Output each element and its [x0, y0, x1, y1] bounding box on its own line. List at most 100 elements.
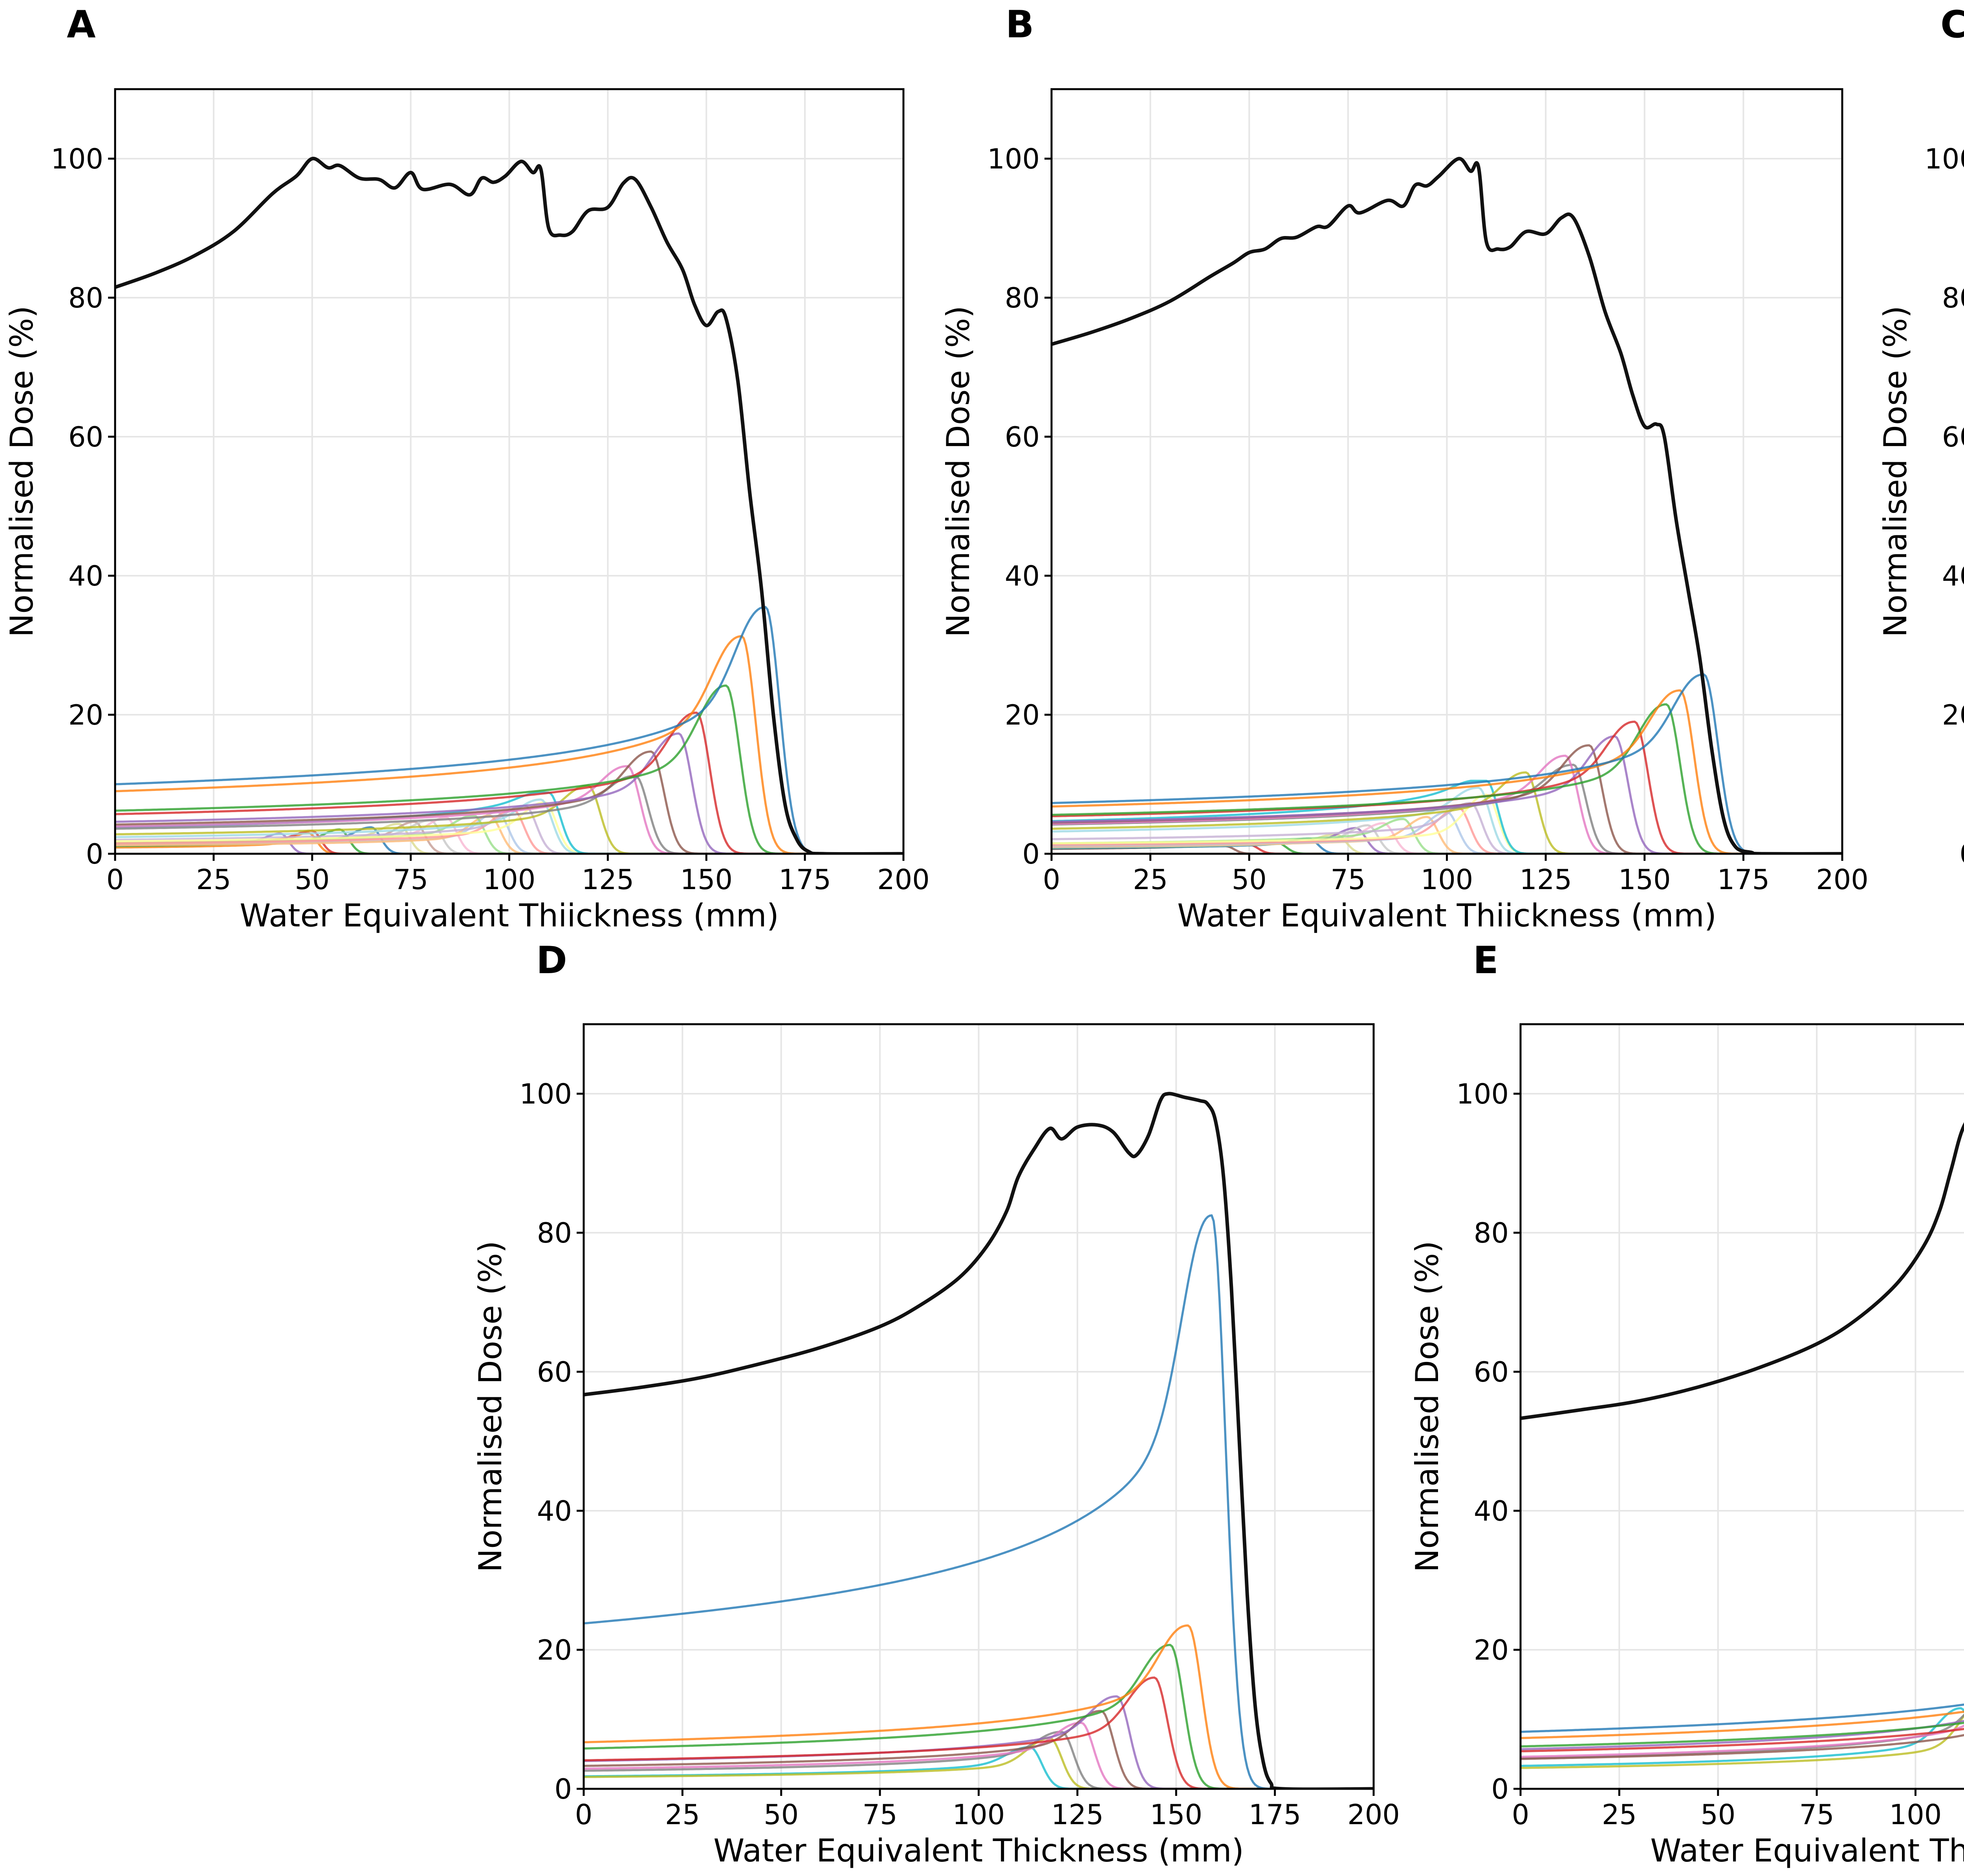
plot-area [584, 1092, 1374, 1789]
component-curve [584, 1731, 1354, 1789]
x-tick-label: 25 [196, 864, 231, 896]
plot-area [1521, 1122, 1964, 1769]
y-tick-label: 80 [68, 282, 103, 314]
x-tick-label: 75 [1799, 1799, 1834, 1831]
total-dose-curve [584, 1092, 1374, 1789]
x-axis-label: Water Equivalent Thiickness (mm) [1177, 897, 1717, 934]
panel-B: B0 25 50 75 100 125 150 175 200020406080100Water… [940, 3, 1869, 934]
x-tick-label: 175 [1249, 1799, 1301, 1831]
component-curve [584, 1624, 1354, 1789]
component-curve [115, 805, 884, 854]
x-tick-label: 50 [764, 1799, 799, 1831]
y-tick-label: 100 [987, 143, 1040, 175]
x-tick-label: 25 [1133, 864, 1168, 896]
plot-area [115, 157, 903, 854]
y-tick-label: 80 [1005, 282, 1040, 314]
component-curve [115, 775, 884, 854]
x-tick-label: 125 [582, 864, 634, 896]
y-tick-label: 80 [1474, 1217, 1509, 1249]
x-tick-label: 175 [1717, 864, 1770, 896]
y-tick-label: 60 [1474, 1356, 1509, 1388]
y-tick-label: 100 [1456, 1078, 1509, 1110]
y-tick-label: 40 [68, 560, 103, 592]
x-tick-label: 100 [1421, 864, 1473, 896]
component-curve [115, 832, 884, 854]
y-tick-label: 60 [1005, 421, 1040, 453]
y-tick-label: 60 [1942, 421, 1964, 453]
x-tick-label: 200 [1347, 1799, 1400, 1831]
x-tick-label: 25 [665, 1799, 700, 1831]
component-curve [1521, 1728, 1964, 1753]
component-curve [1521, 1734, 1964, 1760]
y-tick-label: 40 [1942, 560, 1964, 592]
component-curve [115, 798, 884, 854]
grid [114, 89, 904, 855]
component-curve [584, 1677, 1354, 1789]
component-curve [115, 635, 884, 854]
panel-letter: E [1473, 939, 1499, 982]
y-tick-label: 20 [1005, 699, 1040, 731]
axes-frame [1519, 1023, 1964, 1790]
x-axis-label: Water Equivalent Thickness (mm) [1650, 1832, 1964, 1869]
panel-E: E0255075100125150175200020406080100Water… [1409, 939, 1964, 1869]
x-axis-label: Water Equivalent Thiickness (mm) [240, 897, 779, 934]
component-curve [1521, 1703, 1964, 1733]
grid [1520, 1024, 1964, 1790]
y-tick-label: 20 [537, 1634, 572, 1666]
panel-C: C0255075100125150175200020406080100Water… [1877, 3, 1964, 870]
grid [1051, 89, 1843, 855]
component-curve [1052, 793, 1823, 854]
panel-letter: D [536, 939, 567, 982]
component-curve [1052, 703, 1823, 854]
component-curve [1521, 1722, 1964, 1748]
panel-A: A0 25 50 75 100 125 150 175 200020406080100Water… [4, 3, 930, 934]
y-tick-label: 80 [1942, 282, 1964, 314]
component-curve [584, 1710, 1354, 1789]
y-tick-label: 80 [537, 1217, 572, 1249]
component-curve [584, 1722, 1354, 1789]
component-curve [1521, 1713, 1964, 1769]
component-curve [1521, 1724, 1964, 1758]
x-tick-label: 125 [1519, 864, 1572, 896]
component-curve [1052, 754, 1823, 854]
panel-D: D0 25 50 75 100 125 150 175 200020406080100Water… [472, 939, 1400, 1869]
x-tick-label: 50 [1700, 1799, 1735, 1831]
component-curve [584, 1214, 1354, 1789]
x-tick-label: 75 [1330, 864, 1365, 896]
component-curve [115, 801, 884, 854]
y-tick-label: 0 [554, 1773, 572, 1805]
x-tick-label: 0 [106, 864, 124, 896]
component-curve [115, 732, 884, 854]
plot-area [1052, 157, 1842, 854]
x-tick-label: 75 [393, 864, 428, 896]
component-curve [115, 765, 884, 854]
y-tick-label: 0 [1491, 1773, 1509, 1805]
grid [583, 1024, 1374, 1790]
component-curve [1052, 673, 1823, 854]
y-axis-label: Normalised Dose (%) [4, 306, 40, 637]
panel-letter: A [67, 3, 96, 46]
x-tick-label: 0 [1512, 1799, 1530, 1831]
total-dose-curve [1521, 1122, 1964, 1420]
x-tick-label: 75 [863, 1799, 898, 1831]
x-tick-label: 125 [1051, 1799, 1104, 1831]
x-tick-label: 100 [483, 864, 536, 896]
x-tick-label: 175 [779, 864, 831, 896]
component-curve [1052, 735, 1823, 854]
total-dose-curve [115, 157, 903, 854]
component-curve [1052, 689, 1823, 854]
component-curve [584, 1737, 1354, 1789]
component-curve [1052, 802, 1823, 854]
component-curve [115, 684, 884, 854]
y-axis-label: Normalised Dose (%) [472, 1241, 509, 1572]
y-tick-label: 60 [537, 1356, 572, 1388]
y-tick-label: 40 [1005, 560, 1040, 592]
y-tick-label: 0 [1959, 838, 1964, 870]
component-curve [115, 784, 884, 854]
y-tick-label: 60 [68, 421, 103, 453]
y-axis-label: Normalised Dose (%) [1409, 1241, 1446, 1572]
y-axis-label: Normalised Dose (%) [940, 306, 977, 637]
x-tick-label: 25 [1602, 1799, 1637, 1831]
x-tick-label: 200 [1816, 864, 1869, 896]
